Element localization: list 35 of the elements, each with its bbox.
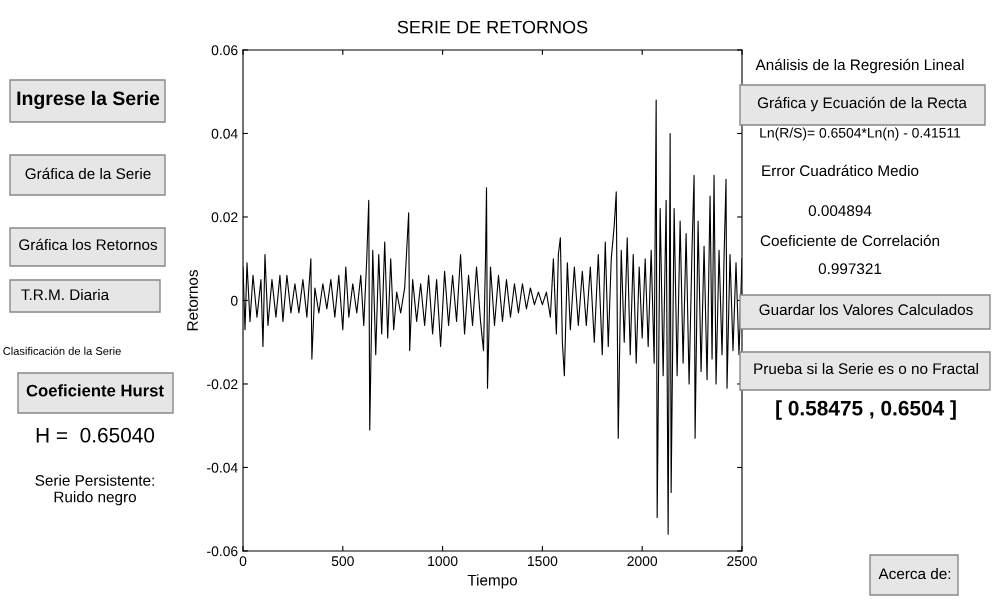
text: Coeficiente Hurst [26,384,164,397]
text: Error Cuadrático Medio [762,164,919,177]
y-axis-title: Retornos [187,270,198,331]
text: Coeficiente de Correlación [760,234,940,247]
text: H = 0.65040 [36,427,155,443]
x-axis-title: Tiempo [467,574,518,589]
x-tick-label: 0 [239,556,247,567]
text: Acerca de: [878,567,951,580]
y-tick-label: 0.04 [211,128,238,139]
y-tick-label: -0.02 [207,379,238,390]
text: Serie Persistente: Ruido negro [35,474,154,506]
text: Ingrese la Serie [17,90,160,110]
x-tick-label: 1500 [528,556,558,567]
x-tick-label: 1000 [428,556,458,567]
text: Clasificación de la Serie [3,346,121,355]
text: [ 0.58475 , 0.6504 ] [776,400,956,420]
chart-title: SERIE DE RETORNOS [397,20,588,34]
text: Gráfica y Ecuación de la Recta [757,96,967,112]
x-tick-label: 2000 [627,556,658,567]
x-tick-label: 500 [331,556,354,567]
y-tick-label: 0.02 [211,212,238,223]
text: Ln(R/S)= 0.6504*Ln(n) - 0.41511 [760,127,961,141]
text: 0.997321 [818,263,882,275]
y-tick-label: -0.06 [207,546,238,557]
y-tick-label: 0 [230,295,238,306]
text: Gráfica de la Serie [25,167,151,180]
x-tick-label: 2500 [727,556,757,567]
text: Análisis de la Regresión Lineal [755,58,964,74]
text: Gráfica los Retornos [19,238,158,251]
y-tick-label: 0.06 [211,45,238,56]
text: 0.004894 [808,205,872,217]
y-tick-label: -0.04 [207,462,238,473]
text: Guardar los Valores Calculados [759,303,973,316]
text: T.R.M. Diaria [21,288,110,301]
text: Prueba si la Serie es o no Fractal [754,362,978,375]
